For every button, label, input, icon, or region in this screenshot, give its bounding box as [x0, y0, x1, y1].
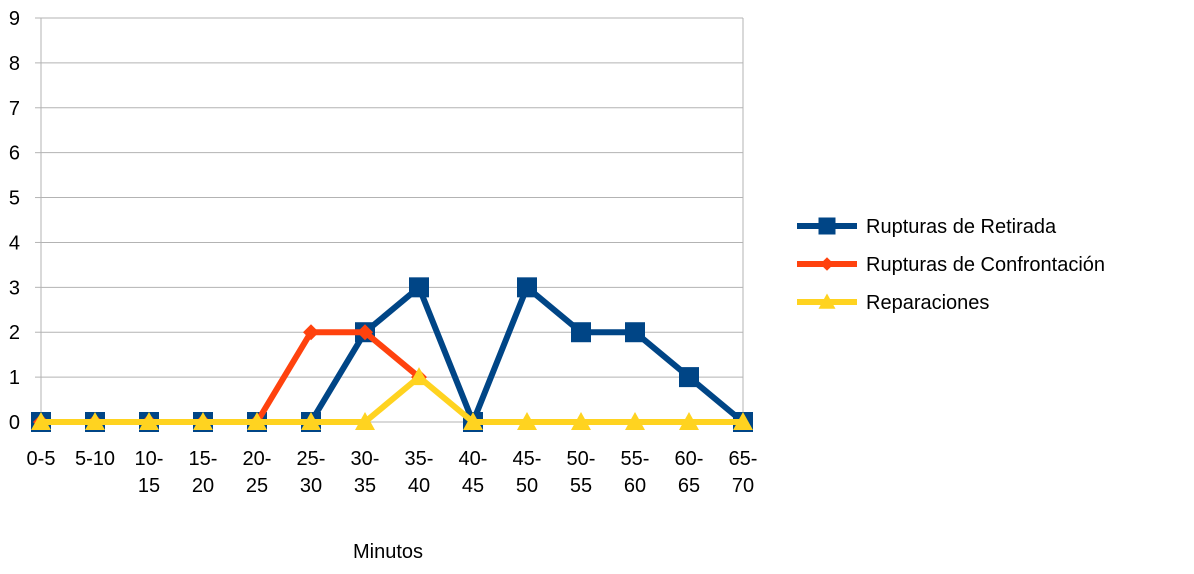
legend-item-1: Rupturas de Confrontación: [797, 254, 1105, 276]
x-tick-label-10: 50-55: [567, 448, 596, 497]
y-tick-label-3: 3: [9, 277, 20, 299]
series-0-point-10: [571, 322, 591, 343]
series-2-point-0: [31, 412, 51, 430]
series-2-point-8: [463, 412, 483, 430]
y-tick-label-9: 9: [9, 8, 20, 30]
series: [31, 277, 753, 432]
legend-swatch-marker-0: [818, 217, 836, 235]
series-2-point-6: [355, 412, 375, 430]
series-0-point-11: [625, 322, 645, 343]
x-tick-label-7: 35-40: [405, 448, 434, 497]
x-tick-label-3: 15-20: [189, 448, 218, 497]
x-axis-title: Minutos: [353, 541, 423, 563]
series-2-point-7: [409, 367, 429, 386]
x-tick-label-5: 25-30: [297, 448, 326, 497]
x-tick-labels: 0-5 5-10 10-15 15-20 20-25 25-30 30-35 35-40 40-…: [27, 448, 758, 497]
grid: [41, 17, 743, 423]
y-tick-label-1: 1: [9, 367, 20, 389]
series-2-point-13: [733, 412, 753, 430]
series-2-point-10: [571, 412, 591, 430]
legend-item-0: Rupturas de Retirada: [797, 216, 1057, 238]
x-tick-label-0: 0-5: [27, 448, 56, 470]
series-2-line: [38, 374, 746, 425]
series-2: [31, 367, 753, 430]
series-2-point-4: [247, 412, 267, 430]
y-tick-label-5: 5: [9, 188, 20, 210]
x-tick-label-2: 10-15: [135, 448, 164, 497]
series-2-point-1: [85, 412, 105, 430]
series-2-point-9: [517, 412, 537, 430]
x-tick-label-13: 65-70: [729, 448, 758, 497]
x-tick-label-8: 40-45: [459, 448, 488, 497]
x-tick-label-9: 45-50: [513, 448, 542, 497]
y-tick-label-0: 0: [9, 412, 20, 434]
legend-label-0: Rupturas de Retirada: [866, 216, 1057, 238]
series-2-point-5: [301, 412, 321, 430]
legend-swatch-marker-2: [818, 293, 836, 309]
x-tick-label-4: 20-25: [243, 448, 272, 497]
series-0-point-12: [679, 367, 699, 388]
x-tick-label-11: 55-60: [621, 448, 650, 497]
series-1-point-5: [303, 324, 319, 341]
series-0-point-9: [517, 277, 537, 298]
series-0-point-7: [409, 277, 429, 298]
series-2-point-11: [625, 412, 645, 430]
legend: Rupturas de Retirada Rupturas de Confront…: [797, 216, 1105, 314]
legend-label-1: Rupturas de Confrontación: [866, 254, 1105, 276]
y-tick-label-6: 6: [9, 143, 20, 165]
legend-swatch-marker-1: [820, 257, 834, 271]
legend-label-2: Reparaciones: [866, 292, 989, 314]
axes: [35, 17, 744, 423]
x-tick-label-12: 60-65: [675, 448, 704, 497]
series-2-point-12: [679, 412, 699, 430]
x-tick-label-6: 30-35: [351, 448, 380, 497]
series-2-point-3: [193, 412, 213, 430]
x-tick-label-1: 5-10: [75, 448, 115, 470]
series-1-point-6: [357, 324, 373, 341]
series-2-point-2: [139, 412, 159, 430]
y-tick-label-7: 7: [9, 98, 20, 120]
y-tick-labels: 0 1 2 3 4 5 6 7 8 9: [9, 8, 20, 434]
y-tick-label-4: 4: [9, 232, 20, 254]
y-tick-label-8: 8: [9, 53, 20, 75]
y-tick-label-2: 2: [9, 322, 20, 344]
legend-item-2: Reparaciones: [797, 292, 989, 314]
